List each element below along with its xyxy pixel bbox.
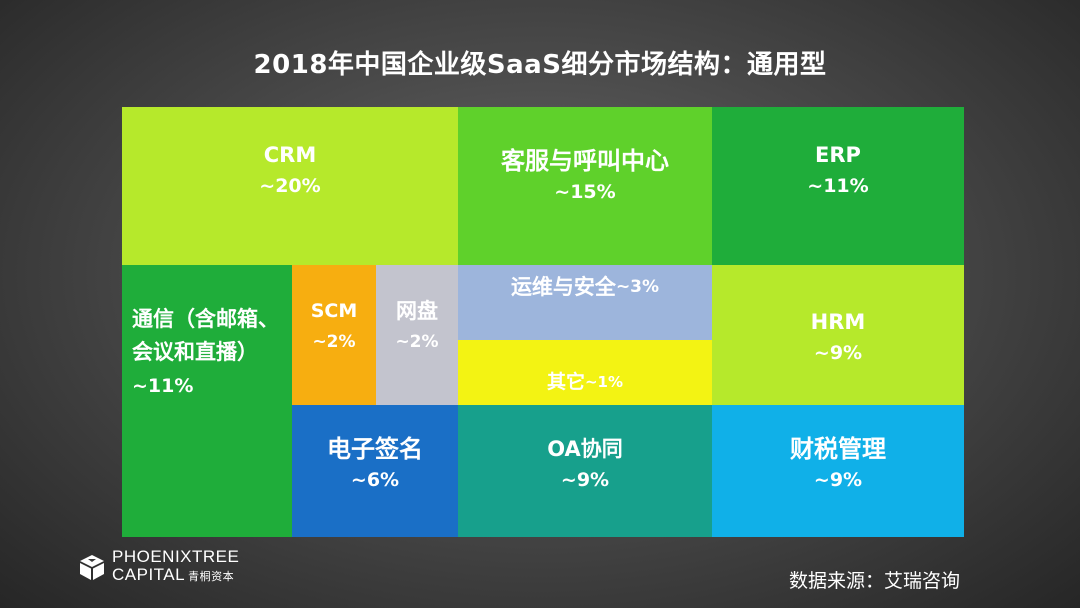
cell-e-signature: 电子签名 ~6% <box>292 405 458 537</box>
cell-other: 其它 ~1% <box>458 340 712 405</box>
logo-line2: CAPITAL <box>112 565 186 584</box>
hrm-value: ~9% <box>813 342 863 364</box>
logo-line2-cn: 青桐资本 <box>188 571 235 583</box>
cloud-drive-value: ~2% <box>395 332 439 352</box>
cell-crm: CRM ~20% <box>122 107 458 265</box>
cloud-drive-label: 网盘 <box>396 299 438 323</box>
cell-finance-tax: 财税管理 ~9% <box>712 405 964 537</box>
erp-label: ERP <box>815 143 861 167</box>
finance-tax-label: 财税管理 <box>790 435 886 463</box>
other-value: ~1% <box>584 372 624 391</box>
treemap: CRM ~20% 客服与呼叫中心 ~15% ERP ~11% 通信（含邮箱、会议… <box>122 107 964 537</box>
cell-ops-security: 运维与安全 ~3% <box>458 265 712 340</box>
cell-oa: OA协同 ~9% <box>458 405 712 537</box>
logo-line1: PHOENIXTREE <box>112 547 240 566</box>
hrm-label: HRM <box>810 310 866 334</box>
customer-service-label: 客服与呼叫中心 <box>501 147 669 175</box>
cell-communication: 通信（含邮箱、会议和直播）~11% <box>122 265 292 537</box>
ops-security-value: ~3% <box>615 277 660 297</box>
crm-label: CRM <box>263 143 317 167</box>
e-signature-label: 电子签名 <box>327 435 423 463</box>
ops-security-label: 运维与安全 <box>510 275 616 299</box>
crm-value: ~20% <box>259 175 321 197</box>
oa-label: OA协同 <box>547 437 623 461</box>
oa-value: ~9% <box>560 469 610 491</box>
logo-cube-icon <box>80 555 104 580</box>
company-logo: PHOENIXTREE CAPITAL 青桐资本 <box>78 548 239 586</box>
scm-value: ~2% <box>312 332 356 352</box>
cell-cloud-drive: 网盘 ~2% <box>376 265 458 405</box>
other-label: 其它 <box>546 370 585 393</box>
erp-value: ~11% <box>807 175 869 197</box>
chart-title: 2018年中国企业级SaaS细分市场结构：通用型 <box>253 50 827 80</box>
cell-scm: SCM ~2% <box>292 265 376 405</box>
cell-hrm: HRM ~9% <box>712 265 964 405</box>
finance-tax-value: ~9% <box>813 469 863 491</box>
e-signature-value: ~6% <box>350 469 400 491</box>
data-source: 数据来源：艾瑞咨询 <box>788 570 960 592</box>
scm-label: SCM <box>310 300 358 322</box>
cell-erp: ERP ~11% <box>712 107 964 265</box>
communication-label: 通信（含邮箱、会议和直播）~11% <box>132 307 279 397</box>
customer-service-value: ~15% <box>554 181 616 203</box>
cell-customer-service: 客服与呼叫中心 ~15% <box>458 107 712 265</box>
